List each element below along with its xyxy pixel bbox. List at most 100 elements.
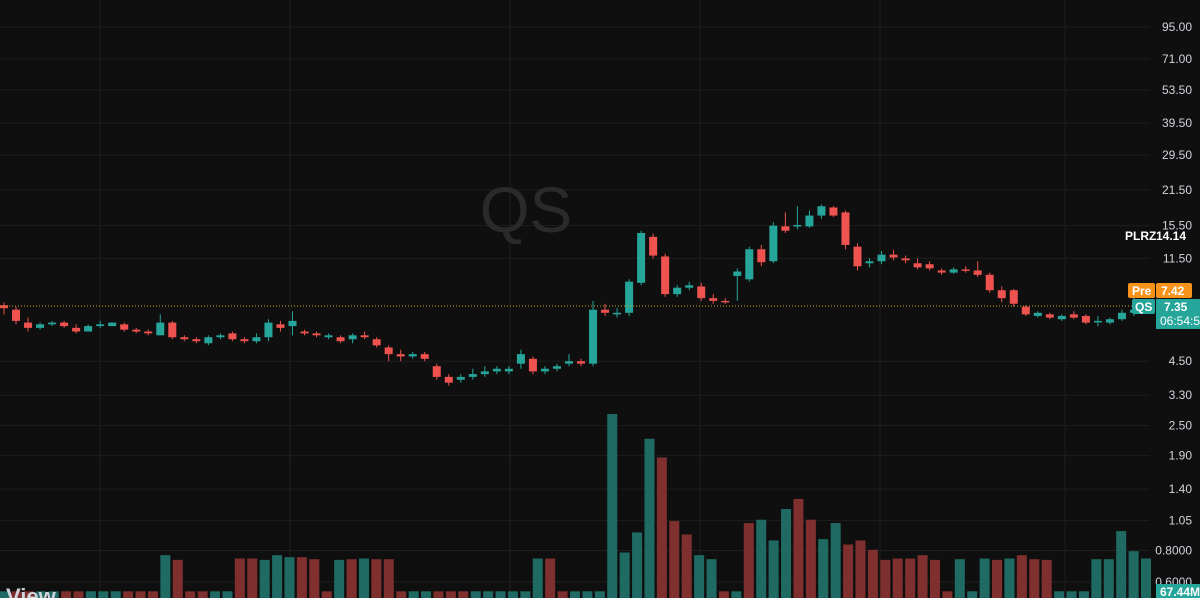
candle-body — [805, 215, 814, 227]
volume-bars — [0, 414, 1151, 598]
volume-bar — [892, 558, 903, 598]
volume-bar — [818, 539, 829, 598]
volume-bar — [880, 559, 891, 598]
volume-bar — [408, 591, 419, 598]
candle-body — [1069, 314, 1078, 318]
candle-body — [192, 339, 201, 342]
candle-body — [552, 366, 561, 369]
candle-body — [396, 354, 405, 357]
candle-body — [781, 226, 790, 231]
candle-body — [745, 249, 754, 280]
volume-bar — [669, 521, 680, 598]
candle-body — [1021, 306, 1030, 315]
volume-bar — [1141, 558, 1151, 598]
volume-bar — [110, 591, 121, 598]
volume-bar — [507, 591, 518, 598]
volume-bar — [1004, 558, 1015, 598]
candle-body — [1057, 315, 1066, 320]
volume-bar — [619, 552, 630, 598]
candle-body — [997, 290, 1006, 299]
candle-body — [925, 264, 934, 269]
candle-body — [72, 327, 81, 332]
candle-body — [865, 261, 874, 264]
candle-body — [685, 285, 694, 288]
volume-bar — [36, 591, 47, 598]
volume-bar — [259, 559, 270, 598]
volume-bar — [905, 558, 916, 598]
candle-body — [901, 258, 910, 261]
volume-bar — [396, 591, 407, 598]
volume-value-box — [1156, 584, 1200, 598]
volume-bar — [433, 591, 444, 598]
volume-bar — [756, 519, 767, 598]
candle-body — [0, 305, 8, 309]
volume-bar — [731, 591, 742, 598]
volume-bar — [334, 559, 345, 598]
volume-bar — [234, 558, 245, 598]
volume-bar — [61, 591, 72, 598]
volume-bar — [830, 523, 841, 598]
candle-body — [961, 269, 970, 271]
candle-body — [36, 324, 45, 328]
volume-bar — [48, 591, 59, 598]
candle-body — [420, 354, 429, 359]
candle-body — [601, 309, 610, 313]
volume-bar — [805, 519, 816, 598]
volume-bar — [681, 534, 692, 598]
tradingview-logo-text: View — [6, 584, 57, 598]
volume-bar — [557, 591, 568, 598]
candle-body — [1045, 314, 1054, 318]
price-tick-label: 15.50 — [1162, 219, 1192, 233]
volume-bar — [98, 591, 109, 598]
volume-bar — [371, 559, 382, 598]
candle-body — [973, 270, 982, 275]
candle-body — [769, 225, 778, 262]
volume-bar — [197, 591, 208, 598]
compare-value-label: 14.14 — [1156, 229, 1186, 243]
last-value-box — [1156, 299, 1200, 329]
candle-body — [360, 335, 369, 338]
price-tick-label: 29.50 — [1162, 148, 1192, 162]
candle-body — [108, 322, 117, 327]
candle-body — [589, 309, 598, 364]
volume-bar — [210, 591, 221, 598]
candle-body — [84, 326, 93, 332]
pre-value-box — [1156, 283, 1192, 298]
candle-body — [12, 309, 21, 321]
candle-body — [613, 312, 622, 315]
price-tick-label: 11.50 — [1163, 251, 1192, 265]
volume-bar — [1091, 559, 1102, 598]
candle-body — [504, 368, 513, 372]
volume-bar — [222, 591, 233, 598]
symbol-watermark: QS — [480, 174, 572, 246]
volume-bar — [992, 559, 1003, 598]
volume-bar — [73, 591, 84, 598]
candle-body — [1009, 290, 1018, 304]
volume-bar — [570, 591, 580, 598]
candle-body — [709, 298, 718, 301]
candle-body — [913, 263, 922, 268]
candle-body — [156, 322, 165, 336]
compare-symbol-label: PLRZ — [1125, 229, 1156, 243]
candle-body — [252, 337, 261, 342]
volume-bar — [1128, 551, 1139, 598]
candle-body — [757, 249, 766, 263]
candle-body — [24, 322, 33, 328]
candle-body — [1093, 320, 1102, 323]
volume-bar — [0, 591, 9, 598]
price-axis[interactable]: 95.00 71.00 53.50 39.50 29.50 21.50 15.50 11.50… — [1155, 20, 1192, 589]
volume-bar — [942, 591, 953, 598]
volume-bar — [470, 591, 481, 598]
candle-body — [480, 371, 489, 375]
candle-body — [60, 322, 69, 327]
candle-body — [288, 320, 297, 327]
volume-bar — [172, 559, 183, 598]
last-symbol-label: QS — [1135, 300, 1152, 314]
pre-tag-label: Pre — [1132, 284, 1152, 298]
volume-bar — [272, 555, 283, 598]
volume-bar — [706, 559, 717, 598]
candle-body — [516, 354, 525, 364]
